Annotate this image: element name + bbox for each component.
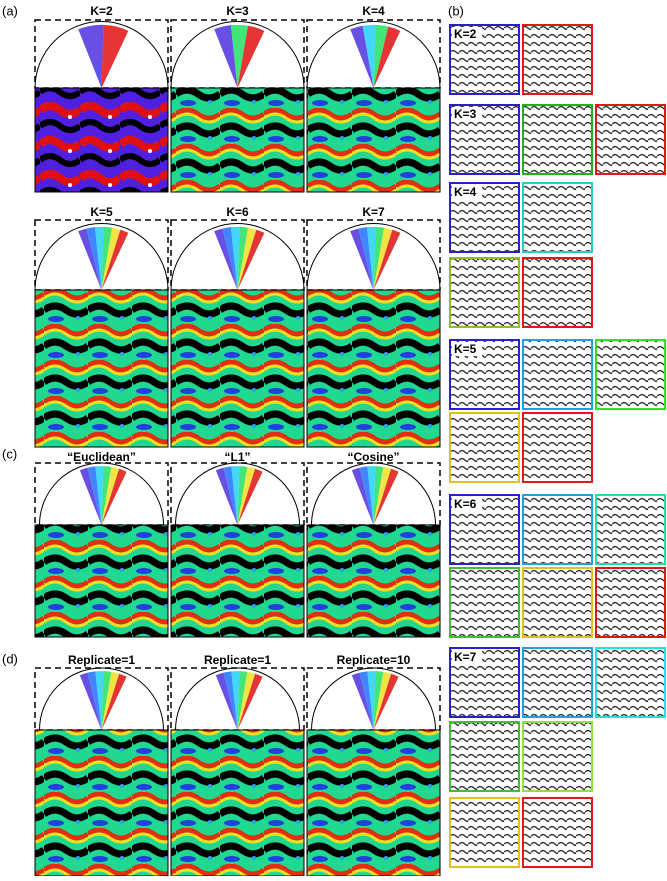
cluster-map	[596, 568, 665, 637]
column-title: “L1”	[224, 450, 250, 464]
cluster-map	[523, 722, 592, 791]
cluster-map	[450, 258, 519, 327]
cluster-map	[523, 568, 592, 637]
cluster-map	[523, 340, 592, 409]
tissue-image	[307, 88, 440, 192]
panel-label: (a)	[2, 3, 18, 18]
tissue-image	[171, 290, 304, 447]
cluster-map	[450, 568, 519, 637]
group-label: K=5	[454, 342, 477, 356]
cluster-wedge	[102, 25, 129, 88]
panel-label: (b)	[448, 3, 464, 18]
tissue-image	[307, 525, 440, 637]
tissue-image	[35, 290, 168, 447]
column-title: “Cosine”	[347, 450, 399, 464]
cluster-map	[523, 183, 592, 252]
column-title: Replicate=1	[204, 653, 271, 667]
group-label: K=2	[454, 27, 477, 41]
column-title: Replicate=10	[337, 653, 411, 667]
panel-label: (d)	[2, 651, 18, 666]
cluster-map	[596, 340, 665, 409]
tissue-image	[35, 730, 168, 876]
tissue-image	[171, 525, 304, 637]
column-title: K=4	[362, 4, 385, 18]
cluster-map	[596, 495, 665, 564]
column-title: K=5	[90, 205, 113, 219]
cluster-map	[523, 413, 592, 482]
cluster-map	[523, 105, 592, 174]
cluster-map	[523, 258, 592, 327]
column-title: K=7	[362, 205, 385, 219]
column-title: K=6	[226, 205, 249, 219]
cluster-map	[596, 105, 665, 174]
cluster-map	[450, 722, 519, 791]
group-label: K=4	[454, 185, 477, 199]
cluster-map	[450, 798, 519, 867]
tissue-image	[171, 88, 304, 192]
cluster-map	[450, 413, 519, 482]
cluster-map	[523, 798, 592, 867]
figure: (a) (b) (c) (d) K=2 K=3 K=4 K=5 K=6 K=7 “Euclidean…	[0, 0, 667, 876]
cluster-map	[523, 495, 592, 564]
group-label: K=7	[454, 650, 477, 664]
column-title: K=2	[90, 4, 113, 18]
cluster-wedge	[78, 25, 103, 88]
panel-label: (c)	[2, 446, 17, 461]
tissue-image	[307, 730, 440, 876]
column-title: Replicate=1	[68, 653, 135, 667]
tissue-image	[171, 730, 304, 876]
column-title: K=3	[226, 4, 249, 18]
group-label: K=6	[454, 497, 477, 511]
group-label: K=3	[454, 107, 477, 121]
column-title: “Euclidean”	[67, 450, 136, 464]
tissue-image	[35, 525, 168, 637]
tissue-image	[35, 88, 168, 192]
cluster-map	[596, 648, 665, 717]
tissue-image	[307, 290, 440, 447]
cluster-map	[523, 25, 592, 94]
cluster-map	[523, 648, 592, 717]
